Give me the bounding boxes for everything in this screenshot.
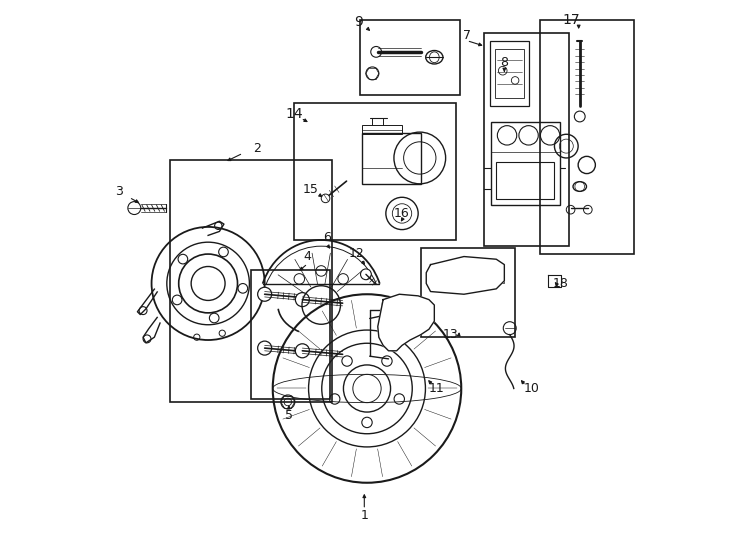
Text: 3: 3 [115,185,123,198]
Polygon shape [378,294,435,351]
Text: 12: 12 [349,247,364,260]
Bar [484,33,569,246]
Text: 9: 9 [355,15,363,29]
Bar [540,19,633,254]
Bar [496,163,554,199]
Text: 8: 8 [501,56,509,69]
Text: 7: 7 [462,29,470,42]
Text: 15: 15 [302,183,319,195]
Bar [251,270,330,399]
Circle shape [295,293,309,307]
Circle shape [360,269,371,280]
Text: 10: 10 [523,382,539,395]
Bar [170,160,332,402]
Bar [362,133,421,184]
Bar [491,122,560,205]
Text: 14: 14 [286,107,303,121]
Polygon shape [426,256,504,294]
Bar [294,103,456,240]
Circle shape [258,287,272,301]
Text: 17: 17 [563,12,581,26]
Text: 16: 16 [394,207,410,220]
Text: 2: 2 [252,143,261,156]
Text: 18: 18 [553,277,569,290]
Text: 5: 5 [285,409,293,422]
Text: 4: 4 [304,250,312,263]
Circle shape [321,194,330,202]
Polygon shape [548,275,561,287]
Text: 11: 11 [429,382,445,395]
Text: 1: 1 [360,509,368,522]
Bar [360,19,459,95]
Circle shape [295,344,309,358]
Bar [362,125,402,134]
Bar [495,49,524,98]
Text: 6: 6 [323,231,330,244]
Bar [490,41,528,106]
Bar [431,265,504,284]
Circle shape [258,341,272,355]
Bar [421,248,515,338]
Text: 13: 13 [443,328,458,341]
